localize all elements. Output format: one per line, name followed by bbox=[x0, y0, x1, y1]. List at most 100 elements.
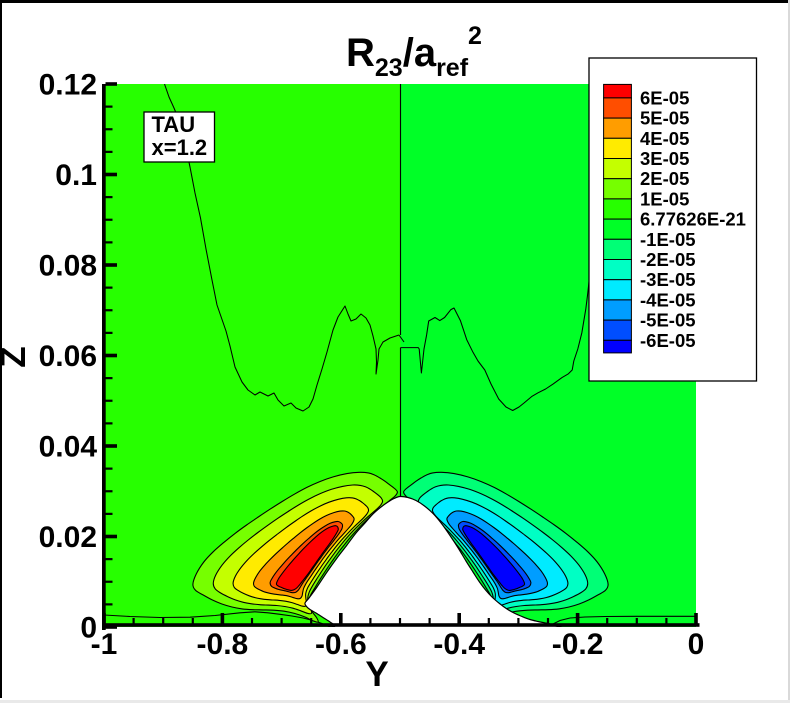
y-tick-label: 0 bbox=[80, 612, 97, 645]
legend-label: -1E-05 bbox=[640, 229, 696, 250]
tick-labels: -1 -0.8 -0.6 -0.4 -0.2 0 0 0.02 0.04 0.06 0.08 0.1 0… bbox=[39, 69, 705, 662]
legend-label: 3E-05 bbox=[640, 148, 689, 169]
x-major-tick bbox=[102, 613, 106, 624]
legend-band bbox=[603, 97, 632, 119]
x-tick-label: -0.8 bbox=[197, 628, 249, 661]
y-minor-tick bbox=[105, 150, 113, 153]
x-minor-tick bbox=[428, 618, 431, 624]
annotation-line: TAU bbox=[152, 112, 196, 137]
window-border-left bbox=[0, 0, 2, 698]
plot-title: R23/aref 2 bbox=[346, 22, 482, 82]
x-major-tick bbox=[694, 613, 698, 624]
x-major-tick bbox=[575, 613, 580, 624]
zero-contour-left_branch bbox=[164, 84, 400, 412]
axes bbox=[102, 82, 700, 630]
zero-contour-right_branch bbox=[400, 219, 595, 412]
x-axis-title: Y bbox=[365, 655, 388, 694]
legend-label: -3E-05 bbox=[640, 269, 696, 290]
legend-band bbox=[603, 117, 632, 139]
x-minor-tick bbox=[398, 618, 402, 624]
y-minor-tick bbox=[105, 309, 113, 312]
y-major-tick bbox=[105, 353, 117, 358]
x-minor-tick bbox=[606, 618, 609, 624]
y-minor-tick bbox=[105, 490, 113, 493]
y-tick-label: 0.06 bbox=[39, 340, 97, 373]
y-tick-label: 0.08 bbox=[39, 250, 97, 283]
y-tick-label: 0.02 bbox=[39, 521, 97, 554]
x-major-tick bbox=[457, 613, 461, 624]
no-data-region bbox=[304, 495, 563, 627]
x-minor-tick bbox=[250, 618, 254, 624]
legend-band bbox=[603, 198, 632, 220]
legend-band bbox=[603, 299, 632, 321]
legend-band bbox=[603, 238, 632, 261]
x-minor-tick bbox=[517, 618, 520, 624]
y-minor-tick bbox=[105, 603, 113, 606]
contour-band-left-6E-05 bbox=[275, 525, 339, 591]
legend-band bbox=[603, 158, 632, 180]
legend-band bbox=[603, 178, 632, 200]
y-major-tick bbox=[105, 172, 117, 177]
legend-label: 5E-05 bbox=[640, 108, 689, 129]
y-minor-tick bbox=[105, 512, 113, 515]
x-tick-label: 0 bbox=[688, 628, 705, 661]
title-part: 2 bbox=[468, 22, 482, 50]
legend-label: 6E-05 bbox=[640, 87, 689, 108]
legend-label: -4E-05 bbox=[640, 289, 696, 310]
legend-label: -6E-05 bbox=[640, 330, 696, 351]
title-part: ref bbox=[436, 54, 469, 82]
legend-label: 6.77626E-21 bbox=[640, 209, 746, 230]
x-minor-tick bbox=[162, 618, 165, 624]
contour-band-right--6E-05 bbox=[462, 525, 526, 591]
title-part: R bbox=[346, 31, 375, 75]
title-part: /a bbox=[403, 31, 437, 75]
legend-label: 4E-05 bbox=[640, 128, 689, 149]
y-minor-tick bbox=[105, 286, 113, 289]
legend: 6E-055E-054E-053E-052E-051E-056.77626E-2… bbox=[588, 57, 758, 382]
y-axis-title: Z bbox=[0, 346, 33, 367]
wall-line-right bbox=[552, 615, 696, 625]
x-tick-label: -1 bbox=[91, 628, 118, 661]
x-minor-tick bbox=[132, 618, 135, 624]
y-minor-tick bbox=[105, 467, 113, 470]
legend-label: 1E-05 bbox=[640, 188, 689, 209]
y-major-tick bbox=[105, 263, 117, 267]
y-tick-label: 0.12 bbox=[39, 69, 97, 102]
x-major-tick bbox=[339, 613, 343, 624]
x-minor-tick bbox=[191, 618, 194, 624]
x-tick-label: -0.2 bbox=[552, 628, 604, 661]
y-minor-tick bbox=[105, 331, 113, 334]
y-minor-tick bbox=[105, 558, 113, 561]
window-border-bottom bbox=[0, 700, 790, 703]
wall-line-left bbox=[104, 611, 331, 627]
x-minor-tick bbox=[635, 618, 638, 624]
window-border-top bbox=[0, 0, 790, 3]
y-minor-tick bbox=[105, 128, 113, 131]
y-minor-tick bbox=[105, 218, 113, 221]
legend-label: -2E-05 bbox=[640, 249, 696, 270]
y-minor-tick bbox=[105, 377, 113, 380]
y-axis-line bbox=[102, 84, 106, 630]
annotation-rect bbox=[143, 111, 216, 163]
y-major-tick bbox=[105, 444, 117, 448]
y-minor-tick bbox=[105, 105, 113, 108]
legend-band bbox=[603, 137, 632, 160]
y-minor-tick bbox=[105, 580, 113, 583]
y-major-tick bbox=[105, 625, 117, 629]
legend-band bbox=[603, 319, 632, 341]
x-minor-tick bbox=[546, 618, 550, 624]
zero-contour-lines bbox=[164, 84, 595, 412]
x-axis-line bbox=[102, 623, 700, 627]
y-major-tick bbox=[105, 82, 117, 86]
x-minor-tick bbox=[280, 618, 283, 624]
y-major-tick bbox=[105, 534, 117, 539]
x-major-tick bbox=[220, 613, 225, 624]
legend-band bbox=[603, 218, 632, 240]
y-minor-tick bbox=[105, 196, 113, 199]
legend-band bbox=[603, 259, 632, 281]
x-tick-label: -0.4 bbox=[433, 628, 485, 661]
x-tick-label: -0.6 bbox=[315, 628, 367, 661]
